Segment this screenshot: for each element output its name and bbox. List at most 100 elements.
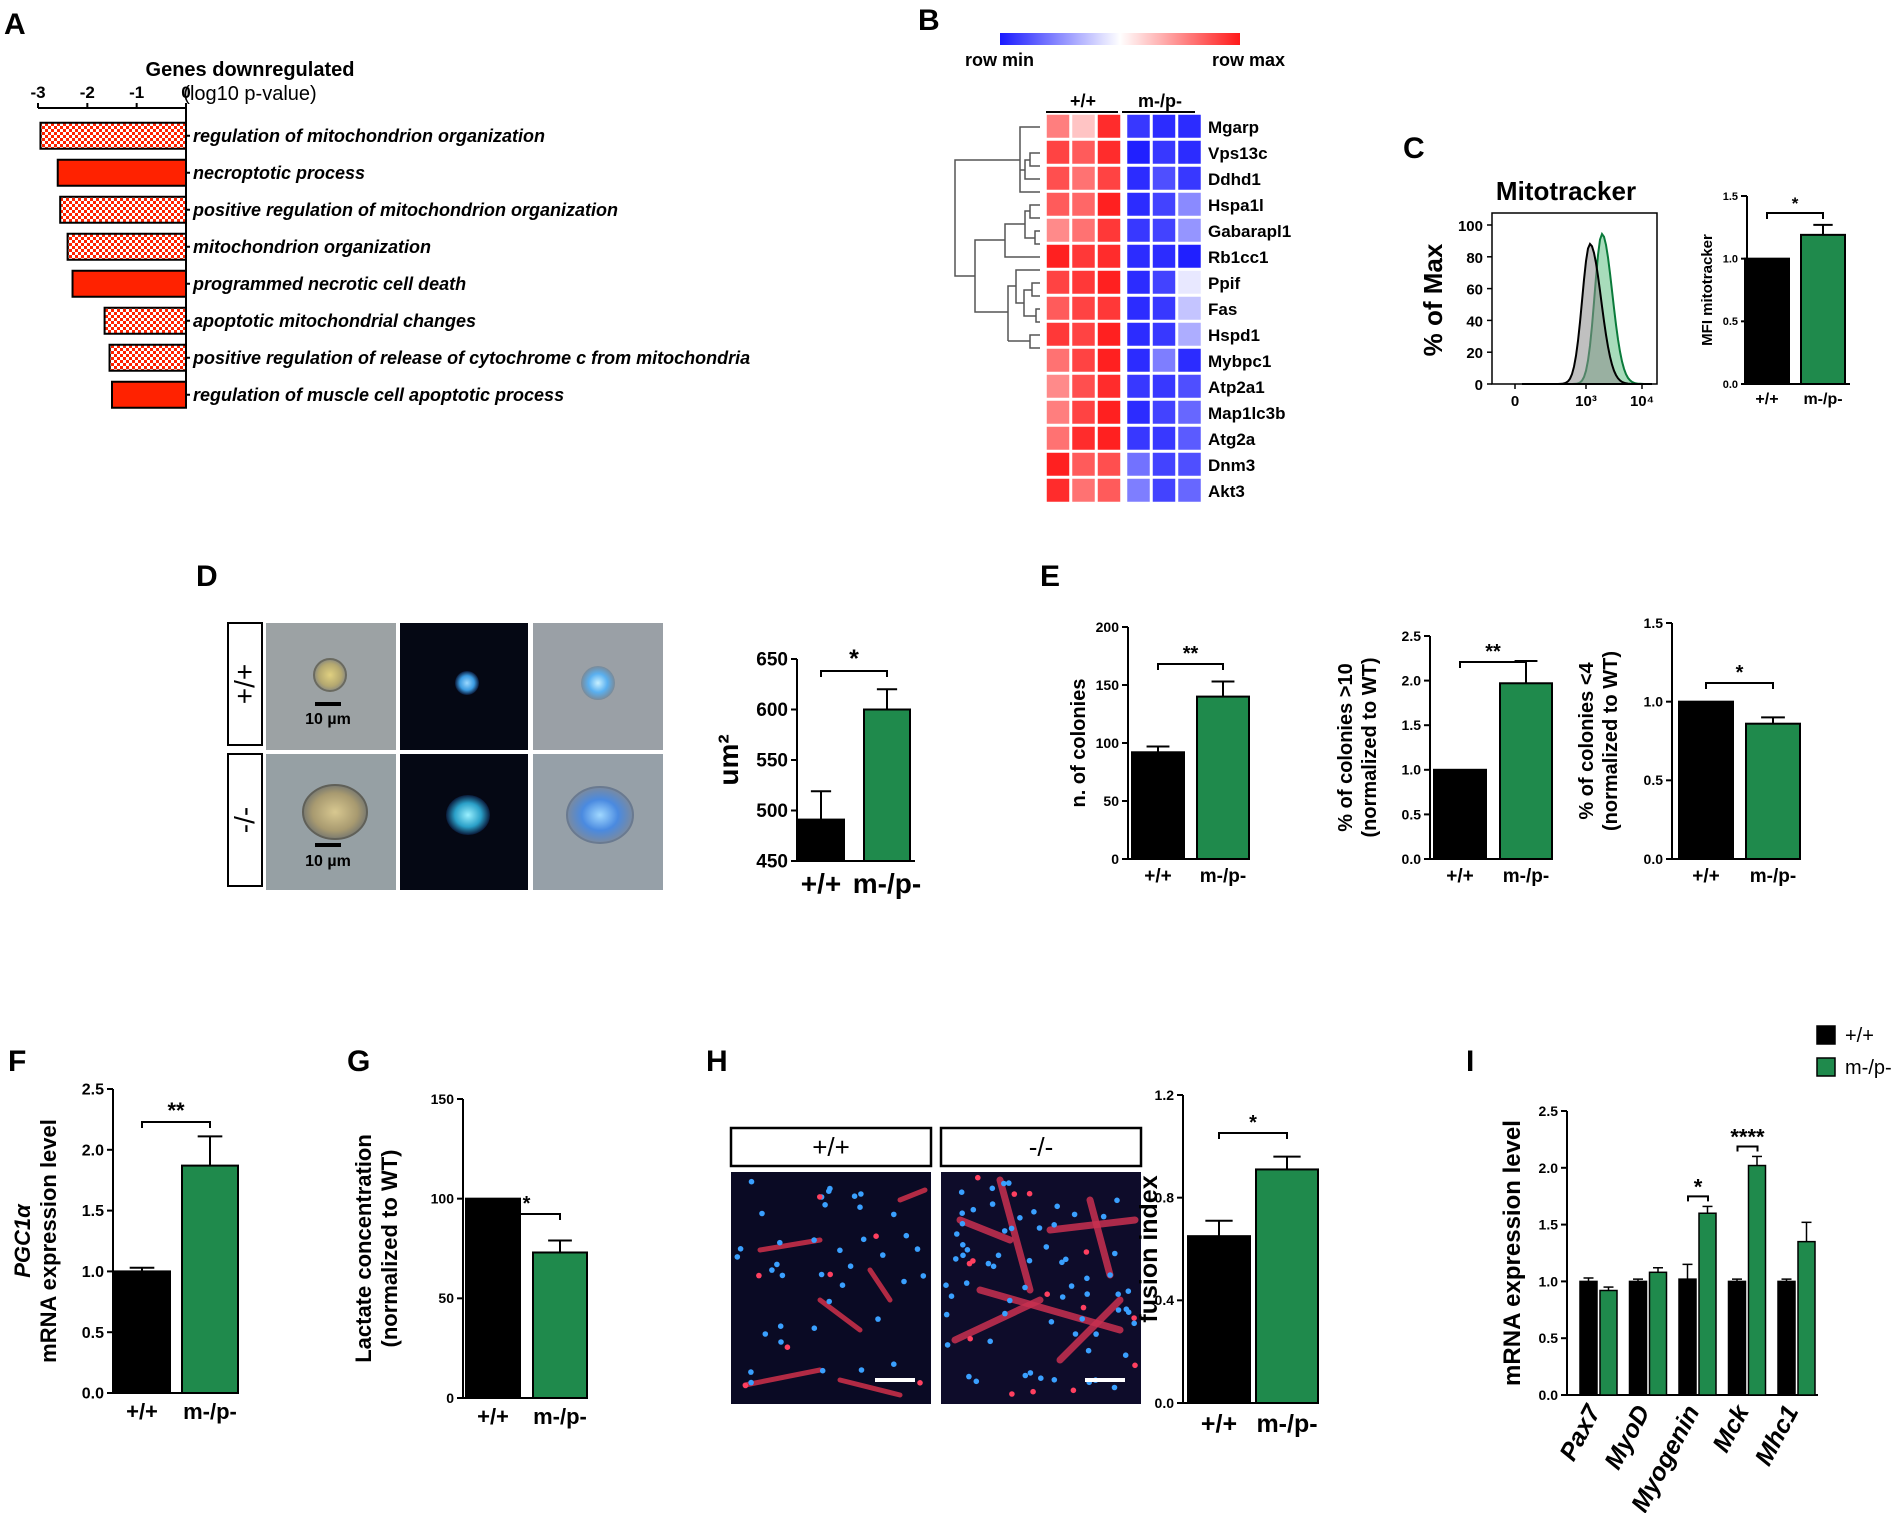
- heatmap-cell: [1096, 113, 1122, 140]
- nucleus: [943, 1282, 949, 1288]
- histogram-series-wt: [1522, 242, 1652, 385]
- panel-a-bar: [39, 121, 188, 150]
- nucleus: [1027, 1370, 1034, 1376]
- nucleus: [891, 1211, 897, 1218]
- heatmap-cell: [1045, 165, 1071, 192]
- y-tick-label: 50: [1103, 793, 1119, 809]
- y-tick-label: 0.8: [1155, 1190, 1175, 1206]
- panel-letter-d: D: [196, 560, 218, 593]
- y-tick-label: 2.5: [82, 1082, 104, 1099]
- nucleus: [901, 1278, 907, 1285]
- heatmap-row-label: Fas: [1208, 300, 1237, 319]
- bar-ko: [532, 1251, 588, 1400]
- heatmap-cell: [1070, 399, 1097, 426]
- heatmap-cell: [1151, 165, 1177, 192]
- heatmap-cell: [1125, 347, 1152, 374]
- nucleus: [1036, 1225, 1043, 1231]
- bar-wt: [1727, 1280, 1747, 1396]
- heatmap-cell: [1176, 217, 1203, 244]
- panel-g-chart: 0 50 100 150 +/+ m-/p- * Lactate concentration(…: [351, 1091, 588, 1429]
- nucleus: [1059, 1259, 1065, 1266]
- nucleus: [837, 1247, 843, 1254]
- heatmap-cell: [1096, 139, 1122, 166]
- histogram-ytick-label: 80: [1466, 250, 1483, 267]
- heatmap-row-label: Ppif: [1208, 274, 1240, 293]
- bar-wt: [1187, 1235, 1251, 1404]
- significance-label: **: [167, 1098, 185, 1123]
- heatmap-cell: [1070, 269, 1097, 296]
- nucleus: [1123, 1306, 1130, 1312]
- nucleus: [860, 1236, 867, 1243]
- bar-wt: [1628, 1280, 1648, 1396]
- y-tick-label: 550: [756, 751, 788, 772]
- bar-wt: [1433, 768, 1487, 860]
- nucleus: [762, 1331, 769, 1337]
- significance-label: *: [849, 645, 859, 673]
- panel-a-bar: [108, 343, 187, 372]
- nucleus: [1030, 1388, 1036, 1395]
- nucleus: [742, 1382, 749, 1389]
- heatmap-row-label: Mybpc1: [1208, 352, 1271, 371]
- y-tick-label: 500: [756, 801, 788, 822]
- nucleus: [811, 1325, 818, 1331]
- nucleus: [1063, 1256, 1069, 1263]
- nucleus: [975, 1174, 981, 1181]
- significance-label: **: [1183, 643, 1199, 665]
- panel-a-chart: Genes downregulated (log10 p-value) -3 -2…: [30, 59, 750, 409]
- heatmap-cell: [1045, 139, 1071, 166]
- nucleus: [1011, 1191, 1018, 1197]
- y-tick-label: 0.5: [1644, 772, 1664, 788]
- nucleus: [1026, 1257, 1033, 1264]
- bar-wt: [1678, 1278, 1697, 1396]
- nucleus: [959, 1220, 966, 1227]
- nucleus: [948, 1293, 955, 1299]
- category-label: Pax7: [1554, 1400, 1607, 1466]
- nucleus: [985, 1260, 992, 1267]
- nucleus: [1122, 1352, 1129, 1358]
- panel-letter-f: F: [8, 1045, 26, 1078]
- y-tick-label: 1.0: [1644, 694, 1664, 710]
- y-tick-label: 0.0: [1539, 1387, 1559, 1403]
- heatmap-cell: [1176, 477, 1203, 504]
- heatmap-cell: [1125, 477, 1152, 504]
- panel-letter-g: G: [347, 1045, 370, 1078]
- y-axis-label: % of colonies >10: [1335, 663, 1357, 831]
- heatmap-group-ko: m-/p-: [1138, 91, 1182, 111]
- heatmap-cell: [1151, 477, 1177, 504]
- y-tick-label: 0: [446, 1390, 454, 1406]
- bar-wt: [113, 1270, 171, 1395]
- heatmap-cell: [1125, 425, 1152, 452]
- y-tick-label: 1.0: [1539, 1273, 1559, 1289]
- panel-e2-chart: 0.0 0.5 1.0 1.5 2.0 2.5 +/+ m-/p- ** % of colonie…: [1335, 628, 1553, 887]
- category-label: +/+: [1446, 866, 1473, 887]
- y-tick-label: 2.5: [1539, 1103, 1559, 1119]
- heatmap-cell: [1070, 477, 1097, 504]
- nucleus: [826, 1298, 832, 1305]
- category-label: +/+: [1755, 391, 1778, 408]
- panel-letter-c: C: [1403, 132, 1425, 165]
- significance-bracket: [1218, 1132, 1288, 1139]
- histogram-xtick-label: 0: [1511, 393, 1519, 410]
- nucleus: [973, 1378, 980, 1385]
- heatmap-cell: [1045, 217, 1071, 244]
- bar-ko: [1797, 1240, 1816, 1396]
- y-tick-label: 2.0: [82, 1142, 104, 1159]
- nucleus: [1125, 1288, 1132, 1294]
- nucleus: [1084, 1291, 1090, 1297]
- category-label: m-/p-: [1503, 866, 1549, 887]
- significance-label: *: [523, 1193, 531, 1215]
- heatmap-cell: [1045, 191, 1071, 218]
- panel-a-tick-label: -2: [80, 83, 95, 102]
- nucleus: [1115, 1291, 1121, 1297]
- nucleus: [1070, 1387, 1077, 1394]
- nucleus: [1131, 1320, 1137, 1327]
- nucleus: [1111, 1384, 1118, 1391]
- heatmap-cell: [1070, 425, 1097, 452]
- bar-charts: 0.0 0.5 1.0 1.5 +/+ m-/p- * MFI mitotracker 450 5…: [10, 191, 1892, 1513]
- legend-swatch: [1816, 1025, 1836, 1045]
- nucleus: [944, 1342, 951, 1348]
- heatmap-legend-min: row min: [965, 50, 1034, 70]
- nucleus: [759, 1210, 765, 1217]
- panel-d-micrographs: +/+ -/- 10 µm 10 µm: [227, 622, 663, 890]
- nucleus: [964, 1247, 971, 1253]
